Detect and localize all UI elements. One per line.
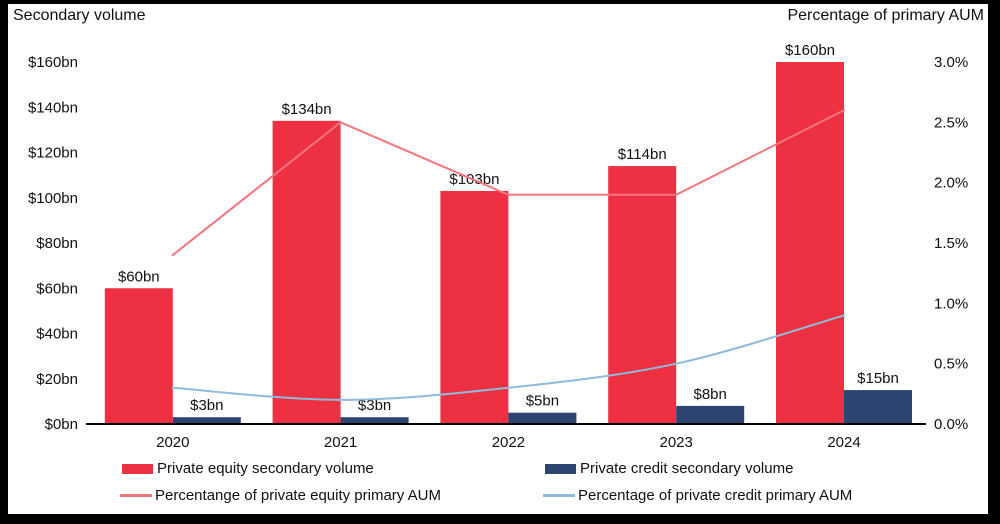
left-axis-tick-label: $140bn bbox=[28, 99, 78, 116]
pe-bar-2024 bbox=[776, 62, 844, 424]
legend-label: Percentange of private equity primary AU… bbox=[155, 487, 441, 504]
bar-value-label: $134bn bbox=[282, 101, 332, 118]
legend-label: Private equity secondary volume bbox=[157, 460, 374, 477]
frame-border-right bbox=[988, 0, 1000, 524]
credit-bar-swatch bbox=[545, 463, 576, 474]
pe-percentage-line bbox=[171, 109, 845, 257]
frame-border-bottom bbox=[0, 514, 1000, 524]
right-axis-tick-label: 3.0% bbox=[934, 54, 968, 71]
legend-item-credit-bar: Private credit secondary volume bbox=[545, 460, 793, 477]
credit-bar-2024 bbox=[844, 390, 912, 424]
credit-percentage-line bbox=[171, 314, 845, 401]
left-axis-tick-label: $100bn bbox=[28, 190, 78, 207]
right-axis-tick-label: 0.0% bbox=[934, 416, 968, 433]
credit-line-swatch bbox=[543, 494, 575, 497]
pe-bar-2021 bbox=[272, 120, 341, 424]
legend-item-pe-bar: Private equity secondary volume bbox=[122, 460, 374, 477]
left-axis-tick-label: $60bn bbox=[36, 280, 78, 297]
left-axis-tick-label: $40bn bbox=[36, 326, 78, 343]
bar-value-label: $8bn bbox=[694, 386, 727, 403]
left-axis-tick-label: $0bn bbox=[45, 416, 78, 433]
bar-value-label: $15bn bbox=[857, 370, 899, 387]
legend-item-pe-line: Percentange of private equity primary AU… bbox=[120, 487, 441, 504]
pe-bar-swatch bbox=[122, 463, 153, 474]
frame-border-top bbox=[0, 0, 1000, 4]
x-axis-line bbox=[86, 423, 926, 425]
right-axis-title: Percentage of primary AUM bbox=[787, 7, 984, 24]
left-axis-tick-label: $120bn bbox=[28, 145, 78, 162]
bar-value-label: $5bn bbox=[526, 393, 559, 410]
x-axis-category-label: 2020 bbox=[156, 434, 189, 451]
right-axis-tick-label: 1.0% bbox=[934, 295, 968, 312]
x-axis-category-label: 2023 bbox=[660, 434, 693, 451]
pe-bar-2020 bbox=[104, 288, 173, 424]
right-axis-tick-label: 2.5% bbox=[934, 114, 968, 131]
bar-value-label: $3bn bbox=[190, 397, 223, 414]
pe-bar-2022 bbox=[440, 190, 509, 424]
left-axis-tick-label: $160bn bbox=[28, 54, 78, 71]
bar-value-label: $114bn bbox=[618, 146, 667, 163]
bar-value-label: $160bn bbox=[785, 42, 835, 59]
credit-bar-2020 bbox=[172, 417, 241, 424]
legend-label: Percentage of private credit primary AUM bbox=[578, 487, 853, 504]
x-axis-category-label: 2024 bbox=[827, 434, 860, 451]
frame-border-left bbox=[0, 0, 8, 524]
legend-item-credit-line: Percentage of private credit primary AUM bbox=[543, 487, 852, 504]
legend-label: Private credit secondary volume bbox=[580, 460, 794, 477]
x-axis-category-label: 2022 bbox=[492, 434, 525, 451]
left-axis-title: Secondary volume bbox=[13, 7, 146, 24]
pe-bar-2023 bbox=[608, 166, 677, 424]
left-axis-tick-label: $80bn bbox=[36, 235, 78, 252]
credit-bar-2021 bbox=[340, 417, 409, 424]
right-axis-tick-label: 2.0% bbox=[934, 175, 968, 192]
x-axis-category-label: 2021 bbox=[324, 434, 357, 451]
credit-bar-2023 bbox=[676, 405, 745, 424]
credit-bar-2022 bbox=[508, 412, 577, 424]
bar-value-label: $3bn bbox=[358, 397, 391, 414]
bar-value-label: $60bn bbox=[118, 268, 160, 285]
right-axis-tick-label: 0.5% bbox=[934, 356, 968, 373]
left-axis-tick-label: $20bn bbox=[36, 371, 78, 388]
pe-line-swatch bbox=[120, 494, 152, 497]
right-axis-tick-label: 1.5% bbox=[934, 235, 968, 252]
